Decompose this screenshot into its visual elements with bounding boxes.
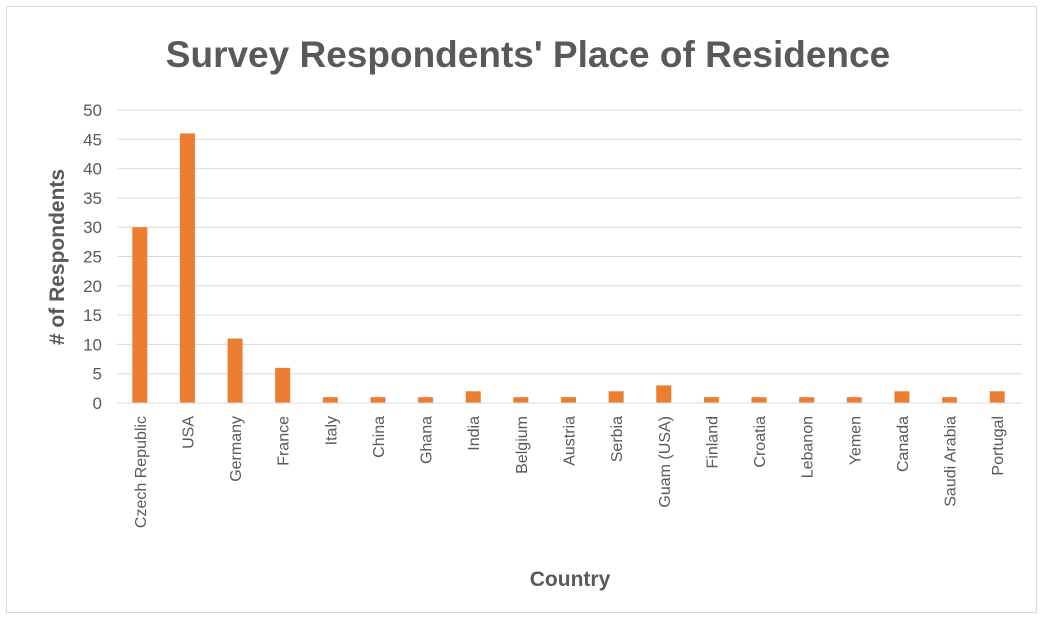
bar bbox=[418, 397, 434, 403]
bar bbox=[846, 397, 862, 403]
bar bbox=[942, 397, 958, 403]
y-tick-label: 50 bbox=[83, 101, 102, 120]
bar bbox=[465, 391, 481, 403]
x-category-label: Guam (USA) bbox=[657, 416, 674, 508]
x-category-label: China bbox=[371, 416, 388, 458]
y-tick-label: 25 bbox=[83, 248, 102, 267]
chart-frame bbox=[6, 6, 1037, 613]
y-tick-label: 30 bbox=[83, 218, 102, 237]
y-tick-label: 20 bbox=[83, 277, 102, 296]
x-category-label: Austria bbox=[562, 416, 579, 466]
y-axis-title: # of Respondents bbox=[46, 169, 69, 345]
bar bbox=[132, 227, 148, 403]
x-category-label: Lebanon bbox=[800, 416, 817, 478]
x-category-label: Germany bbox=[228, 416, 245, 482]
y-tick-label: 0 bbox=[93, 394, 102, 413]
x-category-label: Belgium bbox=[514, 416, 531, 474]
bar bbox=[513, 397, 529, 403]
y-tick-label: 35 bbox=[83, 189, 102, 208]
bar bbox=[751, 397, 767, 403]
bar bbox=[179, 133, 195, 403]
x-category-label: Czech Republic bbox=[133, 416, 150, 528]
bars bbox=[132, 133, 1005, 403]
x-category-label: France bbox=[276, 416, 293, 466]
x-category-label: Yemen bbox=[847, 416, 864, 465]
x-category-label: India bbox=[466, 416, 483, 451]
bar bbox=[894, 391, 910, 403]
x-category-label: Ghana bbox=[419, 416, 436, 464]
bar bbox=[989, 391, 1005, 403]
bar bbox=[703, 397, 719, 403]
bar bbox=[322, 397, 338, 403]
x-category-label: Serbia bbox=[609, 416, 626, 462]
bar bbox=[370, 397, 386, 403]
x-category-label: Croatia bbox=[752, 416, 769, 468]
bar bbox=[275, 367, 291, 403]
y-tick-label: 5 bbox=[93, 365, 102, 384]
chart-title: Survey Respondents' Place of Residence bbox=[166, 34, 890, 75]
bar bbox=[608, 391, 624, 403]
x-category-label: Portugal bbox=[990, 416, 1007, 476]
x-category-label: USA bbox=[180, 416, 197, 449]
y-tick-label: 10 bbox=[83, 335, 102, 354]
x-axis-categories: Czech Republic USA Germany France Italy China… bbox=[133, 416, 1007, 528]
x-category-label: Canada bbox=[895, 416, 912, 472]
bar bbox=[799, 397, 815, 403]
bar bbox=[656, 385, 672, 403]
x-category-label: Italy bbox=[323, 416, 340, 445]
x-axis-title: Country bbox=[530, 568, 611, 591]
gridlines bbox=[117, 109, 1022, 375]
y-axis-ticks: 0 5 10 15 20 25 30 35 40 45 50 bbox=[83, 101, 102, 413]
y-tick-label: 45 bbox=[83, 130, 102, 149]
x-category-label: Saudi Arabia bbox=[943, 416, 960, 507]
y-tick-label: 15 bbox=[83, 306, 102, 325]
bar bbox=[561, 397, 576, 403]
x-category-label: Finland bbox=[704, 416, 721, 468]
y-tick-label: 40 bbox=[83, 160, 102, 179]
bar bbox=[227, 338, 243, 403]
